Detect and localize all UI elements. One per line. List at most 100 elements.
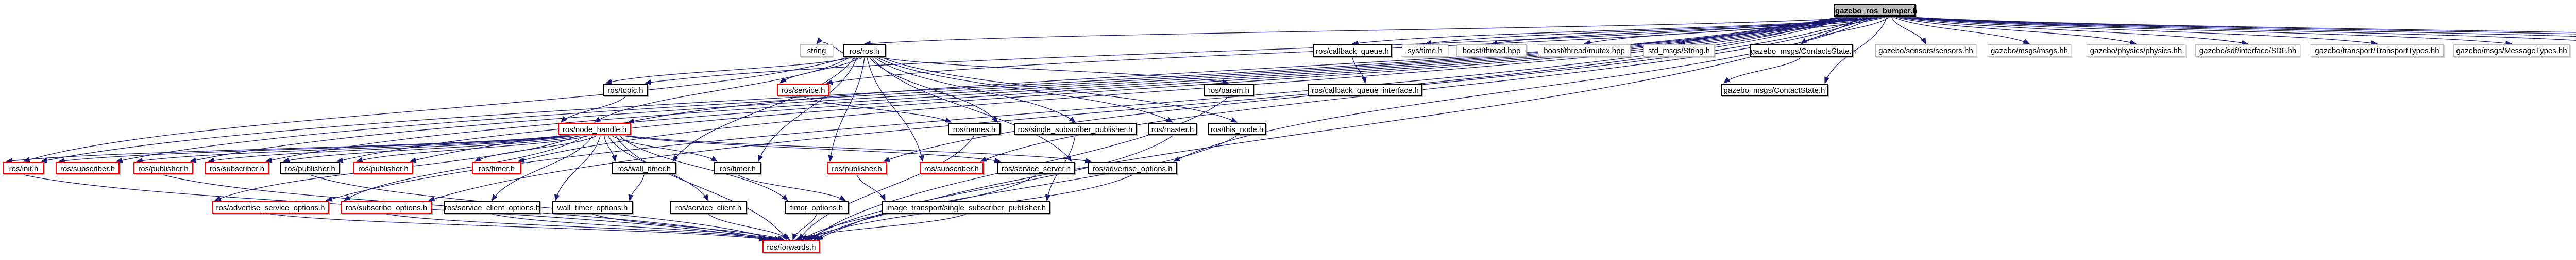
graph-node-sdf_hh: gazebo/sdf/interface/SDF.hh <box>2195 44 2300 57</box>
graph-node-timer_a[interactable]: ros/timer.h <box>472 162 521 174</box>
graph-node-pub_a[interactable]: ros/publisher.h <box>133 162 193 174</box>
include-edge-sub_opts-to-forwards <box>386 214 778 242</box>
graph-node-service_client[interactable]: ros/service_client.h <box>670 201 747 214</box>
graph-node-boost_mutex: boost/thread/mutex.hpp <box>1538 44 1631 57</box>
include-edge-service_client-to-forwards <box>708 214 791 240</box>
graph-node-srv_cli_opts[interactable]: ros/service_client_options.h <box>444 201 540 214</box>
graph-node-forwards[interactable]: ros/forwards.h <box>762 240 820 253</box>
include-edge-ros_ros-to-ssp <box>874 57 1076 123</box>
include-edge-root-to-topic <box>644 17 1861 85</box>
graph-node-init[interactable]: ros/init.h <box>3 162 44 174</box>
graph-node-sys_time: sys/time.h <box>1402 44 1448 57</box>
include-edge-node_handle-to-advertise_options <box>626 135 1092 164</box>
graph-node-cq_interface[interactable]: ros/callback_queue_interface.h <box>1308 84 1422 96</box>
graph-node-service[interactable]: ros/service.h <box>777 84 829 96</box>
include-edge-ros_ros-to-string_node <box>816 37 862 60</box>
include-edge-wall_timer-to-wall_timer_opts <box>628 174 645 202</box>
include-edge-root-to-physics_hh <box>1895 17 2137 45</box>
graph-node-timer_b[interactable]: ros/timer.h <box>714 162 761 174</box>
include-edge-ros_ros-to-this_node <box>882 57 1238 123</box>
include-edge-ros_ros-to-service <box>779 57 860 84</box>
include-edge-node_handle-to-wall_timer <box>603 135 617 163</box>
graph-node-transport_types: gazebo/transport/TransportTypes.hh <box>2311 44 2444 57</box>
root-node-root: gazebo_ros_bumper.h <box>1834 4 1917 17</box>
include-edge-root-to-sub_a <box>115 17 1841 163</box>
graph-node-boost_thread: boost/thread.hpp <box>1456 44 1527 57</box>
include-edge-node_handle-to-srv_cli_opts <box>492 135 593 202</box>
graph-node-physics_hh: gazebo/physics/physics.hh <box>2087 44 2185 57</box>
graph-node-string_node: string <box>800 44 833 57</box>
include-edge-root-to-time_hh <box>1905 17 2576 41</box>
graph-node-contact_state[interactable]: gazebo_msgs/ContactState.h <box>1721 84 1828 96</box>
graph-node-service_server[interactable]: ros/service_server.h <box>997 162 1075 174</box>
graph-node-pub_d[interactable]: ros/publisher.h <box>827 162 887 174</box>
include-edge-wall_timer_opts-to-forwards <box>592 214 785 241</box>
graph-node-ros_ros[interactable]: ros/ros.h <box>843 44 886 57</box>
include-edge-node_handle-to-service_server <box>623 135 1002 164</box>
graph-node-timer_opts[interactable]: timer_options.h <box>785 201 849 214</box>
include-edge-node_handle-to-pub_a <box>135 135 570 164</box>
graph-node-ssp[interactable]: ros/single_subscriber_publisher.h <box>1014 123 1137 135</box>
graph-node-message_types: gazebo/msgs/MessageTypes.hh <box>2453 44 2570 57</box>
include-edge-root-to-contact_state <box>1824 17 1888 84</box>
include-edge-ros_ros-to-param <box>879 57 1230 85</box>
graph-node-advertise_options[interactable]: ros/advertise_options.h <box>1088 162 1177 174</box>
graph-node-topic[interactable]: ros/topic.h <box>603 84 648 96</box>
include-edge-node_handle-to-wall_timer_opts <box>554 135 601 202</box>
graph-node-contacts_state[interactable]: gazebo_msgs/ContactsState.h <box>1750 44 1856 57</box>
graph-node-sub_opts[interactable]: ros/subscribe_options.h <box>341 201 432 214</box>
graph-node-wall_timer[interactable]: ros/wall_timer.h <box>612 162 676 174</box>
include-edge-ros_ros-to-sub_c <box>867 57 924 163</box>
include-edge-ros_ros-to-node_handle <box>594 57 850 123</box>
include-edge-srv_cli_opts-to-forwards <box>492 214 782 241</box>
include-edge-root-to-sensor_types <box>1907 17 2576 37</box>
include-edge-ros_ros-to-master <box>876 57 1174 123</box>
include-edge-root-to-contact_sensor <box>1909 17 2576 35</box>
include-edge-root-to-init <box>40 17 1839 163</box>
graph-node-pub_c[interactable]: ros/publisher.h <box>353 162 413 174</box>
include-edge-this_node-to-forwards <box>814 135 1238 240</box>
include-edge-names-to-forwards <box>798 135 975 241</box>
graph-node-param[interactable]: ros/param.h <box>1204 84 1254 96</box>
graph-node-sub_c[interactable]: ros/subscriber.h <box>920 162 984 174</box>
include-edge-root-to-sdf_hh <box>1898 17 2249 45</box>
include-edge-ros_ros-to-topic <box>605 57 852 85</box>
include-edge-pub_b-to-forwards <box>310 174 775 241</box>
include-edge-ros_ros-to-init <box>23 57 848 163</box>
graph-node-node_handle[interactable]: ros/node_handle.h <box>558 123 631 135</box>
include-edge-node_handle-to-forwards <box>615 135 787 241</box>
graph-node-it_ssp[interactable]: image_transport/single_subscriber_publis… <box>882 201 1050 214</box>
include-edge-root-to-node_handle <box>627 17 1858 124</box>
graph-node-pub_b[interactable]: ros/publisher.h <box>280 162 340 174</box>
include-edge-service-to-names <box>803 96 952 123</box>
graph-node-sub_a[interactable]: ros/subscriber.h <box>56 162 120 174</box>
include-edge-node_handle-to-init <box>5 135 563 164</box>
include-edge-root-to-callback_queue <box>1351 17 1876 46</box>
graph-node-sensors_hh: gazebo/sensors/sensors.hh <box>1875 44 1976 57</box>
graph-node-std_msgs_string: std_msgs/String.h <box>1643 44 1715 57</box>
graph-node-msgs_hh: gazebo/msgs/msgs.hh <box>1988 44 2071 57</box>
include-edge-timer_b-to-timer_opts <box>737 174 846 201</box>
graph-node-master[interactable]: ros/master.h <box>1148 123 1197 135</box>
graph-node-names[interactable]: ros/names.h <box>948 123 1001 135</box>
include-edge-master-to-forwards <box>807 135 1173 240</box>
graph-node-wall_timer_opts[interactable]: wall_timer_options.h <box>552 201 633 214</box>
include-edge-root-to-timer_a <box>517 17 1856 163</box>
include-edge-timer_opts-to-forwards <box>792 214 817 241</box>
include-edge-ros_ros-to-names <box>869 57 998 123</box>
graph-node-callback_queue[interactable]: ros/callback_queue.h <box>1313 44 1392 57</box>
include-edge-root-to-ros_ros <box>863 17 1870 46</box>
include-edge-node_handle-to-timer_opts <box>619 135 788 201</box>
include-edge-root-to-msgs_hh <box>1893 17 2030 44</box>
include-edge-root-to-message_types <box>1902 17 2513 46</box>
include-edge-topic-to-node_handle <box>561 96 626 123</box>
graph-node-sub_b[interactable]: ros/subscriber.h <box>205 162 269 174</box>
graph-node-this_node[interactable]: ros/this_node.h <box>1208 123 1266 135</box>
include-edge-node_handle-to-sub_a <box>58 135 566 164</box>
include-edge-root-to-plugin_hh <box>1911 17 2576 33</box>
graph-node-adv_srv_opts[interactable]: ros/advertise_service_options.h <box>212 201 329 214</box>
include-edge-root-to-transport_types <box>1900 17 2378 46</box>
include-edge-node_handle-to-pub_b <box>282 135 582 163</box>
